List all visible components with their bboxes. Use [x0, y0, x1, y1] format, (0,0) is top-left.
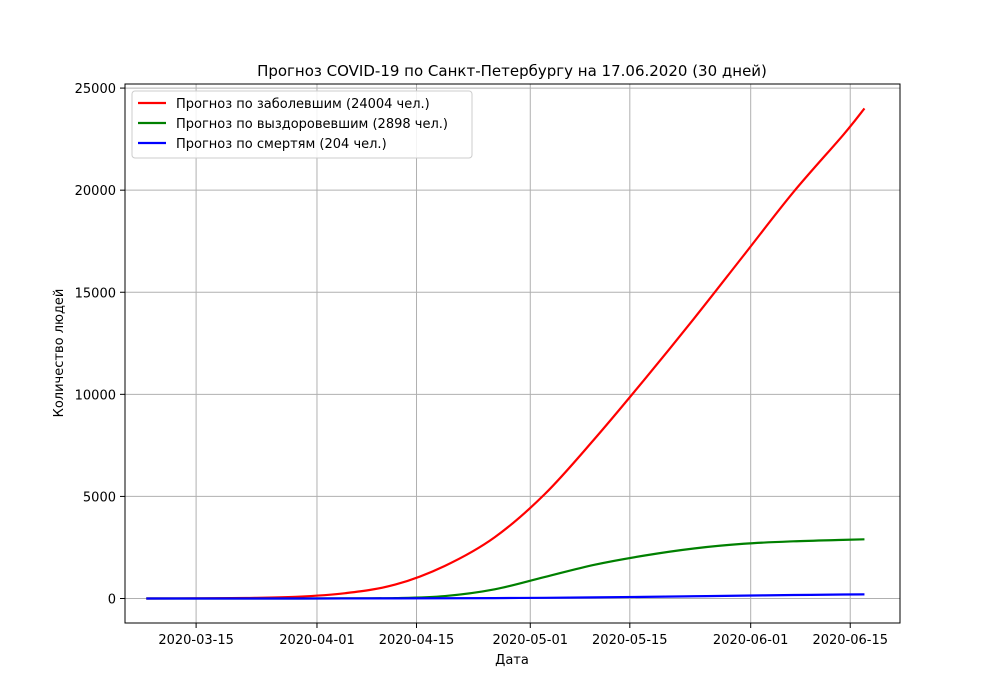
y-axis: 0 5000 10000 15000 20000 25000 [75, 82, 125, 608]
x-tick-label: 2020-05-01 [492, 633, 568, 648]
y-tick-label: 25000 [75, 82, 116, 97]
legend-label: Прогноз по смертям (204 чел.) [176, 137, 387, 152]
series-line-0 [146, 107, 866, 600]
series-line-1 [146, 538, 865, 600]
x-tick-label: 2020-05-15 [592, 633, 668, 648]
x-tick-label: 2020-06-01 [713, 633, 789, 648]
chart-title: Прогноз COVID-19 по Санкт-Петербургу на … [257, 62, 767, 80]
y-tick-label: 15000 [75, 286, 116, 301]
x-tick-label: 2020-04-01 [279, 633, 355, 648]
legend-box [131, 90, 473, 159]
plot-area-frame [124, 83, 901, 624]
y-tick-label: 0 [108, 593, 116, 608]
legend: Прогноз по заболевшим (24004 чел.) Прогно… [131, 90, 473, 159]
series-line-2 [146, 593, 865, 600]
grid [125, 84, 900, 623]
y-tick-label: 20000 [75, 184, 116, 199]
x-tick-label: 2020-04-15 [379, 633, 455, 648]
y-axis-label: Количество людей [52, 289, 67, 418]
y-tick-label: 5000 [83, 490, 116, 505]
series-lines [146, 107, 866, 600]
x-tick-label: 2020-06-15 [812, 633, 888, 648]
legend-label: Прогноз по заболевшим (24004 чел.) [176, 97, 430, 112]
x-axis: 2020-03-15 2020-04-01 2020-04-15 2020-05-01… [158, 623, 888, 648]
legend-label: Прогноз по выздоровевшим (2898 чел.) [176, 117, 448, 132]
x-tick-label: 2020-03-15 [158, 633, 234, 648]
y-tick-label: 10000 [75, 388, 116, 403]
x-axis-label: Дата [495, 653, 529, 668]
